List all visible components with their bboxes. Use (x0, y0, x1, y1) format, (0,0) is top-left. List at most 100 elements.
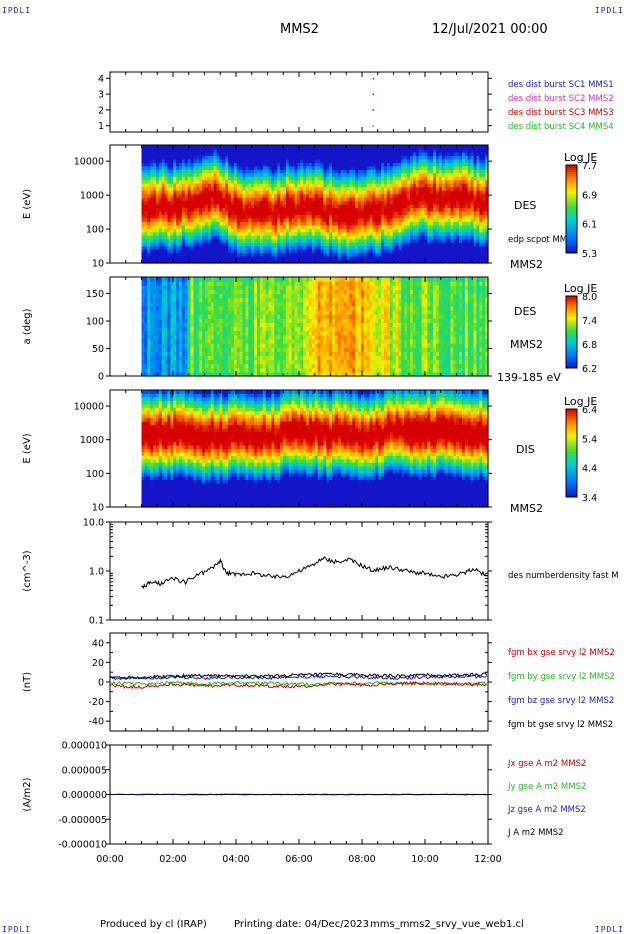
y-axis-label-des-pitch: a (deg) (22, 308, 33, 344)
y-tick-label: -0.000010 (58, 840, 107, 851)
y-tick-label: -40 (88, 717, 104, 728)
time-axis-5 (109, 522, 489, 620)
y-tick-label: 20 (92, 658, 104, 669)
footer-produced-by: Produced by cl (IRAP) (100, 919, 207, 930)
time-axis-6 (109, 633, 489, 731)
y-tick-label: 10 (92, 503, 104, 514)
colorbar-title: Log JE (564, 395, 597, 408)
y-tick-label: 100 (86, 225, 104, 236)
time-axis-2 (109, 145, 489, 263)
y-tick-label: 50 (92, 344, 104, 355)
bfield-line (109, 680, 487, 687)
footer-filename: mms_mms2_srvy_vue_web1.cl (370, 919, 524, 930)
colorbar-tick-label: 6.8 (582, 340, 597, 351)
sc-point (372, 109, 375, 111)
colorbar-frame (565, 164, 578, 254)
side-label-edp: edp scpot MMS2 (508, 235, 578, 245)
legend-bfield-0: fgm bx gse srvy l2 MMS2 (508, 648, 615, 658)
time-tick-label: 10:00 (411, 854, 438, 865)
legend-bfield-1: fgm by gse srvy l2 MMS2 (508, 672, 615, 682)
legend-bfield-3: fgm bt gse srvy l2 MMS2 (508, 720, 613, 730)
y-tick-label: 0.000005 (62, 765, 107, 776)
sc-point (372, 125, 375, 127)
legend-sc4: des dist burst SC4 MMS4 (508, 122, 614, 132)
y-tick-label: 2 (98, 105, 104, 116)
y-tick-label: 1.0 (89, 567, 104, 578)
colorbar-tick-label: 7.4 (582, 316, 597, 327)
y-tick-label: 4 (98, 74, 104, 85)
time-axis-7: 00:00 02:00 04:00 06:00 08:00 10:00 12:00 (96, 745, 502, 865)
colorbar-tick-label: 7.7 (582, 161, 597, 172)
time-axis-3 (109, 277, 489, 376)
colorbar-tick-label: 6.9 (582, 190, 597, 201)
y-tick-label: 10000 (74, 402, 104, 413)
time-axis-1 (109, 72, 489, 132)
time-tick-label: 04:00 (222, 854, 249, 865)
legend-current-3: J A m2 MMS2 (507, 828, 564, 838)
side-label-mms2: MMS2 (510, 502, 543, 515)
y-axis-label-des-energy: E (eV) (22, 189, 33, 219)
colorbar-dis-energy: Log JE6.4 5.4 4.4 3.4 (564, 395, 597, 504)
mission-title: MMS2 (280, 22, 319, 37)
sc-point (372, 77, 375, 80)
side-label-dis: DIS (516, 443, 535, 456)
legend-density: des numberdensity fast M (508, 571, 619, 581)
y-axis-label-current: (A/m2) (22, 777, 33, 811)
time-tick-label: 12:00 (474, 854, 501, 865)
corner-label-bottom-right: IPDLI (594, 925, 624, 934)
y-tick-label: 0 (98, 678, 104, 689)
sc-point (372, 93, 375, 96)
datetime-title: 12/Jul/2021 00:00 (432, 22, 548, 37)
heatmap-des-pitch (141, 277, 489, 377)
y-tick-label: 0.1 (89, 616, 104, 627)
legend-current-0: Jx gse A m2 MMS2 (507, 759, 586, 769)
colorbar-frame (565, 295, 578, 369)
side-label-des: DES (514, 305, 536, 318)
colorbar-title: Log JE (564, 151, 597, 164)
time-tick-label: 00:00 (96, 854, 123, 865)
colorbar-tick-label: 6.2 (582, 364, 597, 375)
colorbar-tick-label: 5.3 (582, 249, 597, 260)
legend-sc3: des dist burst SC3 MMS3 (508, 108, 614, 118)
panel-frame-5 (109, 521, 489, 621)
y-tick-label: -20 (88, 697, 104, 708)
colorbar-des-energy: Log JE7.7 6.9 6.1 5.3 (564, 151, 597, 260)
y-tick-label: -0.000005 (58, 815, 107, 826)
panel-frame-1 (109, 71, 489, 133)
footer-printing-date: Printing date: 04/Dec/2023 (234, 919, 370, 930)
corner-label-top-right: IPDLI (594, 6, 624, 15)
y-tick-label: 40 (92, 638, 104, 649)
y-tick-label: 10000 (74, 157, 104, 168)
side-label-mms2: MMS2 (510, 258, 543, 271)
colorbar-tick-label: 6.4 (582, 405, 597, 416)
heatmap-des-energy (141, 145, 489, 264)
y-axis-label-dis-energy: E (eV) (22, 433, 33, 463)
y-tick-label: 1 (98, 121, 104, 132)
bfield-line (109, 672, 488, 680)
legend-sc1: des dist burst SC1 MMS1 (508, 80, 614, 90)
colorbar-tick-label: 6.1 (582, 220, 597, 231)
y-tick-label: 10 (92, 259, 104, 270)
colorbar-title: Log JE (564, 282, 597, 295)
side-label-mms2: MMS2 (510, 338, 543, 351)
y-tick-label: 3 (98, 90, 104, 101)
y-axis-label-density: (cm^-3) (22, 550, 33, 591)
bfield-line (109, 680, 487, 690)
side-label-des: DES (514, 199, 536, 212)
colorbar-tick-label: 3.4 (582, 493, 597, 504)
y-tick-label: 1000 (80, 191, 104, 202)
y-axis-label-bfield: (nT) (22, 672, 33, 692)
y-tick-label: 150 (86, 289, 104, 300)
colorbar-tick-label: 5.4 (582, 434, 597, 445)
colorbar-tick-label: 4.4 (582, 464, 597, 475)
corner-label-top-left: IPDLI (2, 6, 32, 15)
colorbar-des-pitch: Log JE8.0 7.4 6.8 6.2 (564, 282, 597, 375)
legend-sc2: des dist burst SC2 MMS2 (508, 94, 614, 104)
time-tick-label: 06:00 (285, 854, 312, 865)
y-tick-label: 1000 (80, 435, 104, 446)
legend-current-1: Jy gse A m2 MMS2 (507, 782, 586, 792)
time-tick-label: 02:00 (159, 854, 186, 865)
y-tick-label: 0.000000 (62, 790, 107, 801)
y-tick-label: 100 (86, 317, 104, 328)
